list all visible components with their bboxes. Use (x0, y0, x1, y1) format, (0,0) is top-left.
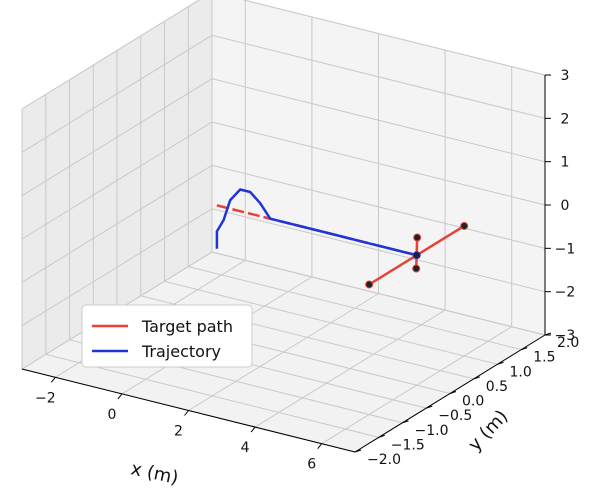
y-tick-label: 1.0 (510, 364, 532, 380)
x-tick-label: −2 (35, 390, 56, 406)
y-tick (497, 361, 504, 365)
x-axis-label: x (m) (129, 458, 180, 489)
legend: Target path Trajectory (81, 304, 253, 368)
z-tick-label: 0 (561, 198, 570, 214)
y-tick-label: 2.0 (557, 335, 579, 351)
legend-label-trajectory: Trajectory (141, 342, 221, 361)
target-endpoint-marker (412, 264, 421, 273)
z-grid-line (21, 164, 546, 283)
y-tick (473, 376, 480, 380)
y-tick-label: −0.5 (438, 408, 472, 424)
y-tick (378, 434, 385, 438)
x-tick (250, 426, 256, 433)
z-grid-line (21, 78, 546, 197)
y-tick-label: 1.5 (533, 350, 555, 366)
series-layer (215, 188, 469, 289)
z-grid-line (21, 208, 546, 327)
x-tick-label: 6 (307, 457, 316, 473)
z-tick-label: 3 (561, 68, 570, 84)
y-tick-label: 0.5 (486, 379, 508, 395)
y-tick (354, 449, 362, 453)
z-tick-label: 2 (561, 111, 570, 127)
x-tick (117, 393, 123, 400)
y-tick (521, 347, 528, 351)
x-tick-label: 4 (241, 440, 250, 456)
target-endpoint-marker (365, 280, 374, 289)
trajectory-line (215, 188, 417, 257)
x-tick (317, 443, 323, 450)
x-tick-label: 2 (174, 424, 183, 440)
x-tick (184, 410, 189, 416)
z-tick-label: 1 (561, 155, 570, 171)
y-tick-label: −1.0 (415, 423, 449, 439)
x-tick-label: 0 (107, 407, 116, 423)
z-grid-line (21, 121, 546, 240)
trajectory-end-marker (412, 251, 421, 260)
y-tick-label: −2.0 (367, 452, 401, 468)
x-tick (50, 376, 56, 383)
target-endpoint-marker (460, 221, 469, 230)
legend-label-target-path: Target path (141, 317, 233, 336)
target-endpoint-marker (413, 233, 422, 242)
z-tick-label: −3 (555, 328, 576, 344)
z-tick-label: −2 (555, 285, 576, 301)
y-tick-label: −1.5 (391, 437, 425, 453)
z-grid-line (21, 0, 546, 110)
y-tick (402, 420, 409, 424)
y-tick (426, 405, 433, 409)
y-tick (449, 391, 457, 394)
z-tick-label: −1 (555, 241, 576, 257)
y-tick-label: 0.0 (462, 394, 484, 410)
z-grid-line (21, 34, 546, 153)
axis-lines: −2 0 2 4 6 −2.0−1.5−1.0−0.50.00.51.01.52.0−3 −… (21, 68, 579, 473)
